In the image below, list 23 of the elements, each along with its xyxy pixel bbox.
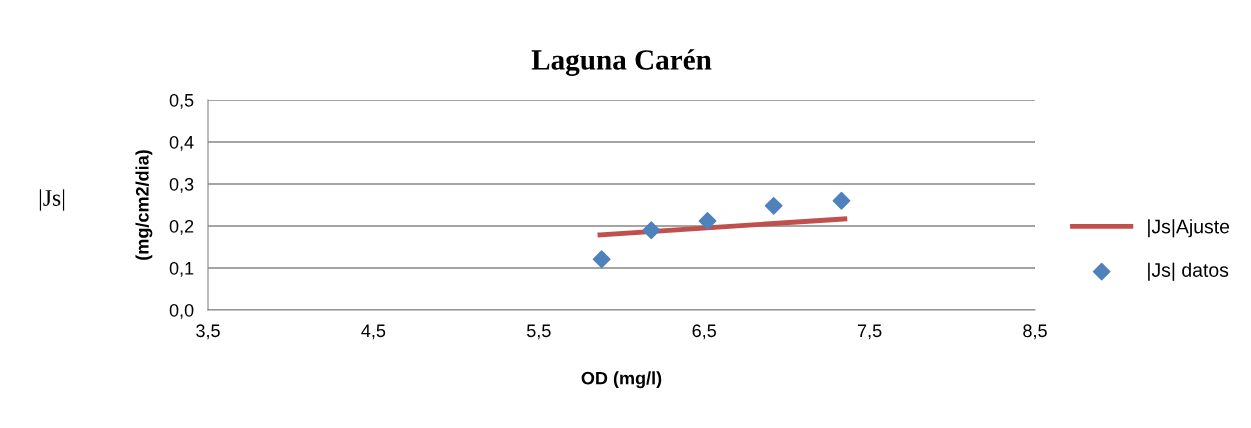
point bbox=[832, 191, 851, 210]
y-tick-label: 0,4 bbox=[169, 135, 194, 151]
legend-label: |Js|Ajuste bbox=[1148, 219, 1230, 238]
point bbox=[592, 250, 611, 269]
y-tick-label: 0,3 bbox=[169, 177, 194, 193]
text: |Js| bbox=[39, 189, 65, 211]
point bbox=[698, 212, 717, 230]
x-axis-title: OD (mg/l) bbox=[581, 371, 662, 389]
y-tick-label: 0,1 bbox=[169, 261, 194, 277]
x-tick-label: 5,5 bbox=[526, 324, 551, 340]
x-tick-label: 4,5 bbox=[361, 324, 386, 340]
y-tick-label: 0,2 bbox=[169, 219, 194, 235]
y-tick-label: 0,0 bbox=[169, 303, 194, 319]
x-tick-label: 8,5 bbox=[1023, 324, 1047, 340]
point bbox=[642, 221, 661, 240]
x-tick-label: 7,5 bbox=[857, 324, 882, 340]
y-tick-label: 0,5 bbox=[169, 93, 194, 109]
y-axis-title: (mg/cm2/dia) bbox=[135, 150, 153, 260]
x-tick-label: 6,5 bbox=[692, 324, 716, 340]
chart-title: Laguna Carén bbox=[531, 49, 712, 76]
point bbox=[764, 196, 783, 215]
x-tick-label: 3,5 bbox=[196, 324, 220, 340]
legend-label: |Js| datos bbox=[1148, 262, 1229, 281]
